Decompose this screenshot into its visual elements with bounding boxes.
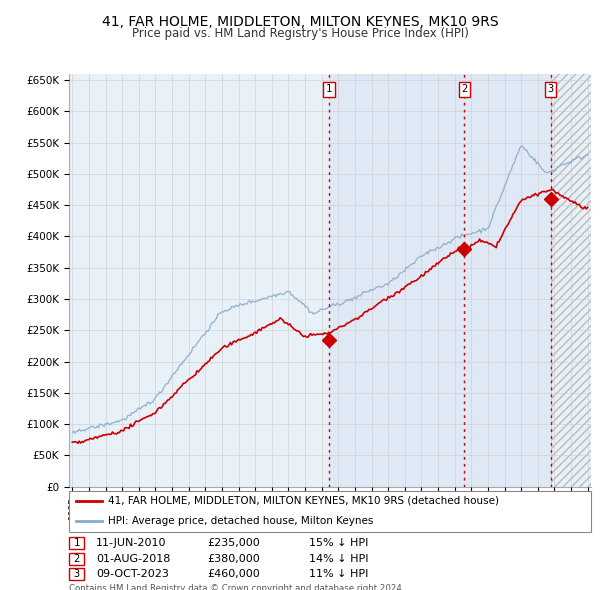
Text: 14% ↓ HPI: 14% ↓ HPI: [309, 554, 368, 563]
Text: 3: 3: [73, 569, 80, 579]
Text: 2: 2: [73, 554, 80, 563]
Text: 1: 1: [73, 539, 80, 548]
Text: 01-AUG-2018: 01-AUG-2018: [96, 554, 170, 563]
Text: 11% ↓ HPI: 11% ↓ HPI: [309, 569, 368, 579]
Text: 15% ↓ HPI: 15% ↓ HPI: [309, 539, 368, 548]
Text: HPI: Average price, detached house, Milton Keynes: HPI: Average price, detached house, Milt…: [108, 516, 373, 526]
Text: 09-OCT-2023: 09-OCT-2023: [96, 569, 169, 579]
Text: 11-JUN-2010: 11-JUN-2010: [96, 539, 167, 548]
Text: 1: 1: [326, 84, 332, 94]
Bar: [329, 74, 551, 487]
Text: 2: 2: [461, 84, 467, 94]
Text: £235,000: £235,000: [207, 539, 260, 548]
Text: 41, FAR HOLME, MIDDLETON, MILTON KEYNES, MK10 9RS (detached house): 41, FAR HOLME, MIDDLETON, MILTON KEYNES,…: [108, 496, 499, 506]
Text: Price paid vs. HM Land Registry's House Price Index (HPI): Price paid vs. HM Land Registry's House …: [131, 27, 469, 40]
Text: £380,000: £380,000: [207, 554, 260, 563]
Text: 3: 3: [547, 84, 554, 94]
Text: £460,000: £460,000: [207, 569, 260, 579]
Text: Contains HM Land Registry data © Crown copyright and database right 2024.
This d: Contains HM Land Registry data © Crown c…: [69, 584, 404, 590]
Text: 41, FAR HOLME, MIDDLETON, MILTON KEYNES, MK10 9RS: 41, FAR HOLME, MIDDLETON, MILTON KEYNES,…: [101, 15, 499, 29]
